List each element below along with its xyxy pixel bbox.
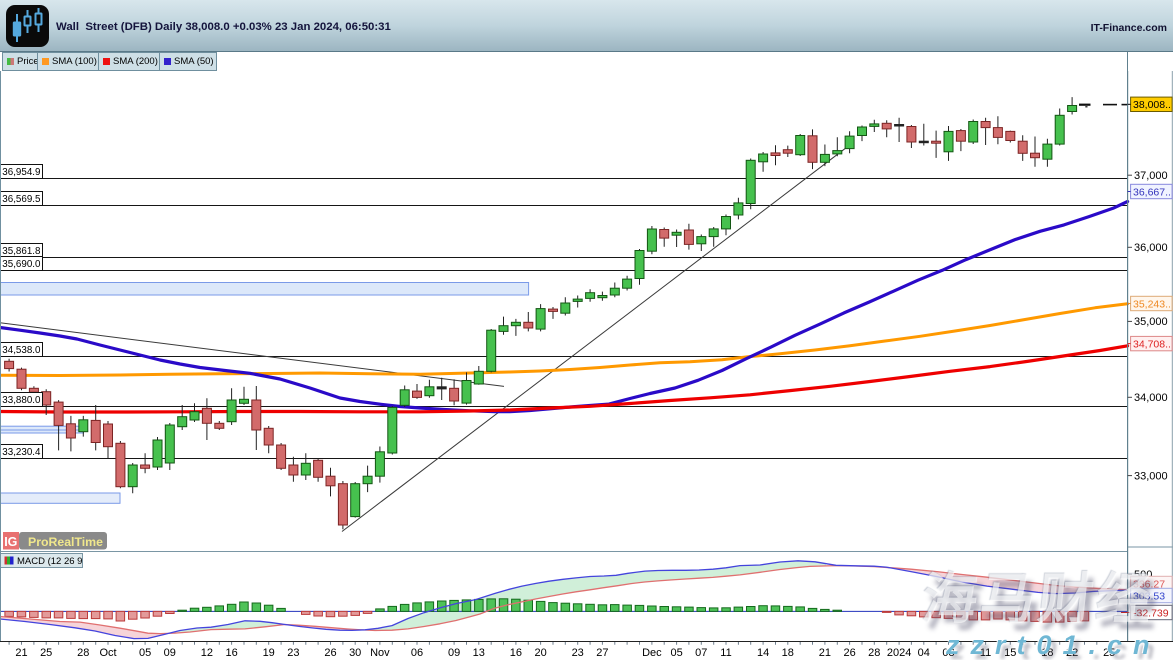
- svg-text:16: 16: [225, 647, 237, 659]
- svg-text:22: 22: [1066, 647, 1078, 659]
- svg-text:2024: 2024: [887, 647, 911, 659]
- svg-text:36,000: 36,000: [1134, 242, 1168, 254]
- svg-text:36,954.9: 36,954.9: [2, 167, 40, 178]
- svg-text:35,000: 35,000: [1134, 316, 1168, 328]
- svg-text:21: 21: [15, 647, 27, 659]
- svg-text:12: 12: [201, 647, 213, 659]
- svg-text:28: 28: [868, 647, 880, 659]
- svg-text:28: 28: [77, 647, 89, 659]
- svg-text:MACD (12 26 9: MACD (12 26 9: [17, 556, 82, 567]
- svg-text:26: 26: [843, 647, 855, 659]
- svg-text:336.27: 336.27: [1133, 578, 1165, 590]
- svg-text:15: 15: [1004, 647, 1016, 659]
- svg-text:26: 26: [324, 647, 336, 659]
- svg-text:37,000: 37,000: [1134, 170, 1168, 182]
- svg-text:33,230.4: 33,230.4: [2, 447, 41, 458]
- svg-text:35,690.0: 35,690.0: [2, 259, 41, 270]
- svg-text:25: 25: [1103, 647, 1115, 659]
- svg-text:11: 11: [720, 647, 731, 659]
- svg-text:16: 16: [510, 647, 522, 659]
- svg-text:20: 20: [534, 647, 546, 659]
- svg-text:33,000: 33,000: [1134, 470, 1168, 482]
- svg-text:34,000: 34,000: [1134, 392, 1168, 404]
- svg-text:33,880.0: 33,880.0: [2, 395, 41, 406]
- svg-text:04: 04: [918, 647, 930, 659]
- svg-text:21: 21: [819, 647, 831, 659]
- svg-text:09: 09: [448, 647, 460, 659]
- svg-text:18: 18: [1041, 647, 1053, 659]
- svg-text:-32.739: -32.739: [1133, 607, 1169, 619]
- svg-text:23: 23: [287, 647, 299, 659]
- svg-text:27: 27: [596, 647, 608, 659]
- svg-text:06: 06: [411, 647, 423, 659]
- svg-text:Dec: Dec: [642, 647, 662, 659]
- svg-text:35,243..: 35,243..: [1133, 298, 1171, 310]
- svg-text:303.53: 303.53: [1133, 590, 1165, 602]
- svg-text:19: 19: [263, 647, 275, 659]
- svg-text:05: 05: [139, 647, 151, 659]
- svg-text:36,569.5: 36,569.5: [2, 194, 41, 205]
- svg-text:36,667..: 36,667..: [1133, 186, 1171, 198]
- svg-text:05: 05: [670, 647, 682, 659]
- svg-text:07: 07: [695, 647, 707, 659]
- svg-text:Oct: Oct: [99, 647, 116, 659]
- svg-text:23: 23: [572, 647, 584, 659]
- svg-text:13: 13: [473, 647, 485, 659]
- svg-text:Nov: Nov: [370, 647, 390, 659]
- svg-text:14: 14: [757, 647, 769, 659]
- svg-text:35,861.8: 35,861.8: [2, 246, 41, 257]
- svg-text:34,708..: 34,708..: [1133, 338, 1171, 350]
- svg-text:11: 11: [980, 647, 991, 659]
- svg-text:34,538.0: 34,538.0: [2, 345, 41, 356]
- svg-text:25: 25: [40, 647, 52, 659]
- svg-text:18: 18: [782, 647, 794, 659]
- svg-text:08: 08: [942, 647, 954, 659]
- svg-text:ProRealTime: ProRealTime: [28, 535, 103, 549]
- svg-text:09: 09: [164, 647, 176, 659]
- svg-text:38,008..: 38,008..: [1133, 99, 1171, 111]
- svg-text:30: 30: [349, 647, 361, 659]
- svg-text:IG: IG: [4, 535, 17, 549]
